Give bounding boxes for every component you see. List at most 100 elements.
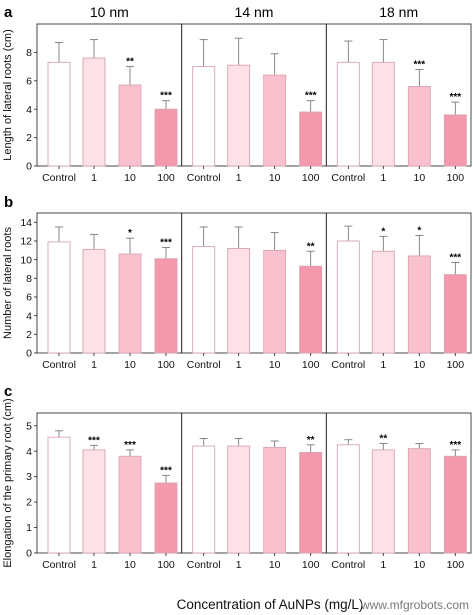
bar-b-2-0 bbox=[336, 240, 360, 354]
bar-c-0-1 bbox=[82, 449, 106, 554]
bar-b-1-0 bbox=[192, 246, 216, 354]
x-tick-label: 100 bbox=[447, 172, 465, 184]
x-tick-label: Control bbox=[42, 172, 76, 184]
significance-mark: *** bbox=[413, 59, 425, 70]
significance-mark: ** bbox=[307, 435, 315, 446]
x-tick-label: 10 bbox=[413, 359, 425, 371]
y-tick-label: 3 bbox=[26, 471, 32, 483]
x-tick-label: 10 bbox=[124, 559, 136, 571]
bar-b-2-1 bbox=[371, 250, 395, 354]
bar-b-2-3 bbox=[443, 274, 467, 354]
bar-c-1-1 bbox=[227, 445, 251, 554]
x-tick-label: Control bbox=[42, 359, 76, 371]
y-tick-label: 2 bbox=[26, 132, 32, 144]
x-tick-label: 10 bbox=[269, 172, 281, 184]
x-tick-label: 1 bbox=[91, 359, 97, 371]
significance-mark: * bbox=[381, 226, 385, 237]
bar-a-2-2 bbox=[407, 86, 431, 167]
bar-c-1-0 bbox=[192, 445, 216, 554]
x-tick-label: Control bbox=[331, 359, 365, 371]
y-axis-title: Number of lateral roots bbox=[2, 227, 14, 339]
bar-a-1-1 bbox=[227, 64, 251, 167]
y-tick-label: 4 bbox=[26, 446, 32, 458]
bar-a-2-1 bbox=[371, 61, 395, 167]
bar-c-2-1 bbox=[371, 449, 395, 554]
x-tick-label: 10 bbox=[269, 559, 281, 571]
x-tick-label: 1 bbox=[91, 559, 97, 571]
x-axis-title: Concentration of AuNPs (mg/L) bbox=[177, 597, 364, 612]
x-tick-label: Control bbox=[331, 172, 365, 184]
significance-mark: ** bbox=[379, 434, 387, 445]
y-tick-label: 2 bbox=[26, 329, 32, 341]
x-tick-label: Control bbox=[42, 559, 76, 571]
y-tick-label: 0 bbox=[26, 548, 32, 560]
significance-mark: *** bbox=[124, 440, 136, 451]
y-axis-title: Length of lateral roots (cm) bbox=[2, 29, 14, 160]
bar-c-0-2 bbox=[118, 455, 142, 554]
y-tick-label: 1 bbox=[26, 522, 32, 534]
bar-c-0-3 bbox=[154, 482, 178, 554]
bar-b-0-1 bbox=[82, 248, 106, 354]
x-tick-label: 10 bbox=[413, 172, 425, 184]
x-tick-label: 1 bbox=[380, 359, 386, 371]
x-tick-label: 100 bbox=[302, 172, 320, 184]
bar-a-2-0 bbox=[336, 61, 360, 167]
x-tick-label: 1 bbox=[91, 172, 97, 184]
bar-c-2-0 bbox=[336, 444, 360, 554]
x-tick-label: Control bbox=[331, 559, 365, 571]
x-tick-label: 100 bbox=[157, 172, 175, 184]
y-axis-title: Elongation of the primary root (cm) bbox=[2, 398, 14, 567]
y-tick-label: 0 bbox=[26, 348, 32, 360]
x-tick-label: 1 bbox=[236, 172, 242, 184]
x-tick-label: 100 bbox=[157, 359, 175, 371]
y-tick-label: 6 bbox=[26, 292, 32, 304]
x-tick-label: 100 bbox=[302, 359, 320, 371]
bar-b-0-2 bbox=[118, 253, 142, 354]
significance-mark: *** bbox=[88, 435, 100, 446]
bar-b-2-2 bbox=[407, 255, 431, 354]
bar-c-0-0 bbox=[47, 436, 71, 554]
bar-a-2-3 bbox=[443, 114, 467, 167]
bar-a-1-3 bbox=[299, 111, 323, 167]
watermark-text: www.mfgrobots.com bbox=[360, 598, 469, 612]
bar-a-0-0 bbox=[47, 61, 71, 167]
x-tick-label: 100 bbox=[302, 559, 320, 571]
x-tick-label: Control bbox=[187, 172, 221, 184]
bar-b-0-3 bbox=[154, 258, 178, 354]
bar-a-1-0 bbox=[192, 66, 216, 167]
significance-mark: *** bbox=[160, 91, 172, 102]
significance-mark: *** bbox=[449, 440, 461, 451]
x-tick-label: 10 bbox=[124, 359, 136, 371]
bar-a-1-2 bbox=[263, 74, 287, 167]
significance-mark: *** bbox=[449, 92, 461, 103]
subpanel-frame bbox=[325, 212, 472, 354]
column-title: 18 nm bbox=[379, 4, 418, 20]
y-tick-label: 4 bbox=[26, 310, 32, 322]
x-tick-label: 100 bbox=[447, 359, 465, 371]
x-tick-label: 10 bbox=[124, 172, 136, 184]
x-tick-label: 100 bbox=[157, 559, 175, 571]
significance-mark: * bbox=[128, 228, 132, 239]
subpanel-frame bbox=[325, 23, 472, 167]
column-title: 14 nm bbox=[235, 4, 274, 20]
significance-mark: *** bbox=[305, 91, 317, 102]
bar-c-1-3 bbox=[299, 452, 323, 554]
y-tick-label: 4 bbox=[26, 104, 32, 116]
y-tick-label: 8 bbox=[26, 47, 32, 59]
bar-c-2-2 bbox=[407, 448, 431, 554]
y-tick-label: 5 bbox=[26, 420, 32, 432]
y-tick-label: 12 bbox=[20, 236, 32, 248]
bar-c-1-2 bbox=[263, 446, 287, 554]
x-tick-label: 1 bbox=[380, 172, 386, 184]
significance-mark: *** bbox=[160, 238, 172, 249]
x-tick-label: 100 bbox=[447, 559, 465, 571]
x-tick-label: 10 bbox=[413, 559, 425, 571]
y-tick-label: 10 bbox=[20, 254, 32, 266]
bar-b-0-0 bbox=[47, 241, 71, 354]
significance-mark: *** bbox=[449, 252, 461, 263]
y-tick-label: 2 bbox=[26, 497, 32, 509]
panel-letter-a: a bbox=[4, 4, 13, 21]
significance-mark: *** bbox=[160, 465, 172, 476]
significance-mark: ** bbox=[307, 241, 315, 252]
